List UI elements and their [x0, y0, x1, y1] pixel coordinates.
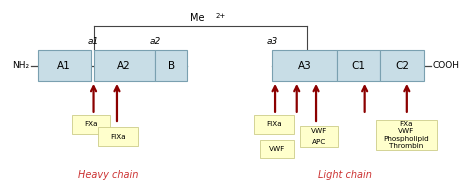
FancyBboxPatch shape — [381, 50, 424, 81]
Text: VWF: VWF — [311, 128, 327, 134]
Text: A3: A3 — [298, 61, 311, 71]
Text: Thrombin: Thrombin — [389, 143, 423, 149]
Text: Me: Me — [190, 14, 205, 23]
Text: B: B — [168, 61, 175, 71]
Text: VWF: VWF — [398, 128, 414, 134]
FancyBboxPatch shape — [337, 50, 381, 81]
FancyBboxPatch shape — [376, 120, 437, 150]
FancyBboxPatch shape — [300, 126, 338, 147]
Text: A2: A2 — [118, 61, 131, 71]
FancyBboxPatch shape — [254, 115, 294, 134]
Text: FXa: FXa — [84, 121, 98, 127]
FancyBboxPatch shape — [98, 127, 138, 146]
Text: Heavy chain: Heavy chain — [78, 170, 138, 180]
Text: FIXa: FIXa — [266, 121, 282, 127]
Text: C2: C2 — [395, 61, 410, 71]
FancyBboxPatch shape — [93, 50, 155, 81]
Text: APC: APC — [312, 139, 326, 145]
Text: A1: A1 — [57, 61, 71, 71]
Text: a2: a2 — [149, 37, 161, 46]
Text: VWF: VWF — [269, 146, 285, 152]
FancyBboxPatch shape — [73, 115, 110, 134]
Text: a3: a3 — [266, 37, 278, 46]
Text: C1: C1 — [352, 61, 365, 71]
Text: a1: a1 — [88, 37, 99, 46]
Text: FXa: FXa — [400, 121, 413, 127]
FancyBboxPatch shape — [260, 140, 294, 158]
Text: Light chain: Light chain — [319, 170, 372, 180]
Text: FIXa: FIXa — [110, 134, 126, 140]
Text: Phospholipid: Phospholipid — [383, 136, 429, 142]
FancyBboxPatch shape — [155, 50, 187, 81]
Text: NH₂: NH₂ — [13, 61, 30, 70]
FancyBboxPatch shape — [272, 50, 337, 81]
FancyBboxPatch shape — [38, 50, 91, 81]
Text: COOH: COOH — [433, 61, 460, 70]
Text: 2+: 2+ — [215, 13, 225, 19]
